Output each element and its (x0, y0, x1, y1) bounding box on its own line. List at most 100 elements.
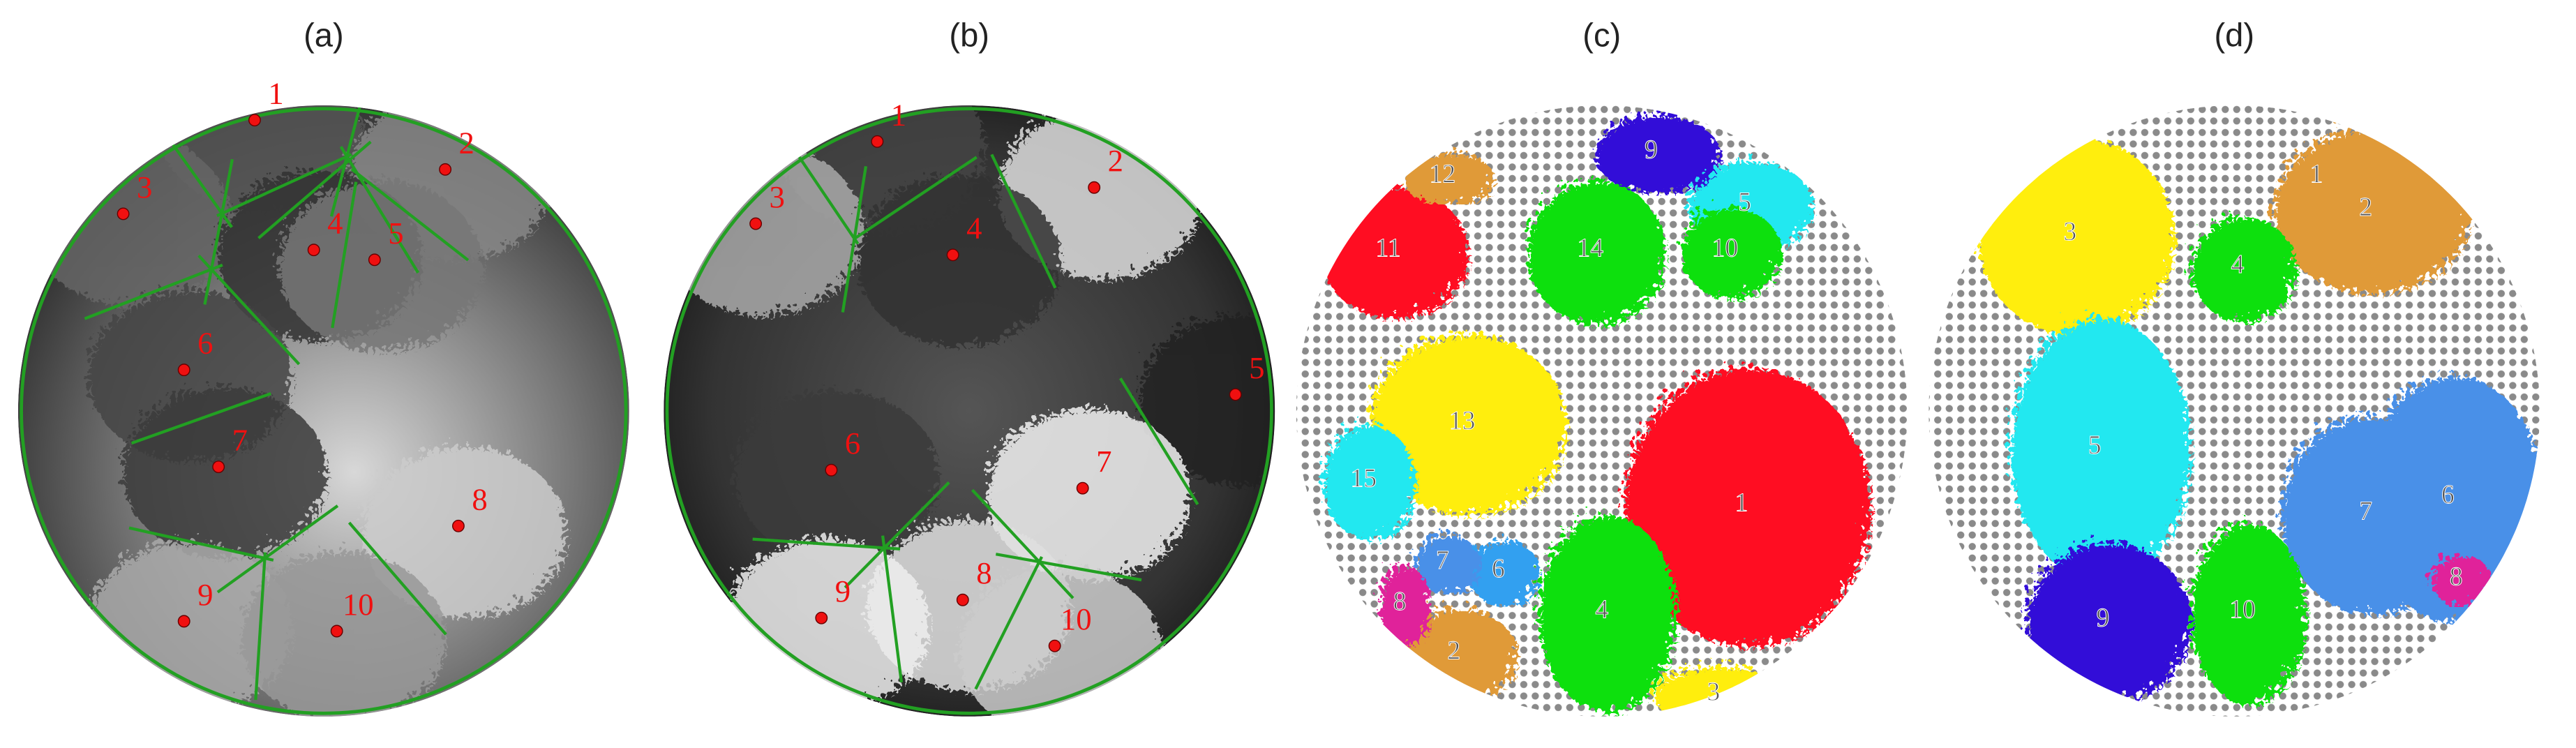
cluster-label: 13 (1449, 406, 1476, 435)
boundary (130, 392, 271, 445)
region-label: 7 (1096, 444, 1111, 479)
cluster (1588, 108, 1714, 188)
cluster-label: 2 (1447, 636, 1460, 666)
boundary (216, 153, 352, 218)
region-seed (1048, 639, 1061, 652)
cluster-label: 3 (2063, 217, 2076, 246)
cluster-label: 11 (1375, 234, 1400, 263)
region-seed (177, 364, 190, 377)
boundary (347, 521, 447, 636)
region-seed (956, 593, 969, 606)
boundary (216, 504, 339, 594)
boundary (84, 263, 223, 320)
cluster (1363, 329, 1561, 510)
region-label: 5 (388, 216, 403, 250)
cluster (1462, 534, 1535, 600)
boundary (128, 526, 274, 562)
boundary (1118, 377, 1199, 505)
region-seed (212, 461, 225, 473)
region-seed (1076, 481, 1089, 495)
region-label: 4 (327, 206, 343, 241)
panel-title: (b) (949, 16, 989, 53)
cluster (1675, 200, 1774, 293)
cluster (2004, 312, 2185, 576)
boundary (971, 488, 1074, 599)
region-seed (825, 463, 838, 477)
cluster-label: 3 (1707, 677, 1720, 706)
cluster (2021, 537, 2185, 696)
region-seed (871, 135, 884, 148)
region-label: 1 (891, 97, 906, 132)
cluster-label: 7 (2359, 496, 2372, 525)
cluster (1521, 174, 1660, 320)
region-seed (368, 253, 381, 267)
cluster (2185, 518, 2300, 699)
cluster-label: 9 (2096, 603, 2109, 632)
panel-title: (c) (1582, 16, 1621, 53)
cluster (1317, 419, 1410, 534)
cluster (2426, 548, 2486, 602)
boundary (990, 154, 1057, 289)
cluster-label: 4 (1595, 595, 1608, 624)
region-label: 8 (472, 481, 487, 516)
region-seed (307, 244, 320, 257)
region-seed (749, 217, 763, 230)
cluster-label: 5 (2088, 431, 2102, 460)
image (17, 105, 629, 717)
region-label: 9 (197, 577, 213, 612)
image-panel: 1 2 3 4 5 6 7 8 9 10 (664, 97, 1275, 717)
region-seed (946, 248, 959, 262)
points (1929, 105, 2540, 717)
cluster (1618, 361, 1865, 641)
region-label: 1 (268, 76, 283, 111)
cluster-label: 4 (2231, 250, 2245, 279)
region-seed (117, 207, 130, 220)
image-panel: 1 2 3 4 5 6 7 8 9 10 (17, 76, 629, 717)
region-label: 3 (137, 170, 152, 204)
region-seed (451, 519, 465, 532)
cluster-label: 6 (1492, 554, 1505, 583)
region-seed (1088, 181, 1101, 194)
region-label: 6 (197, 326, 213, 361)
cluster (1409, 529, 1476, 589)
boundary (844, 481, 950, 589)
boundary (665, 107, 1273, 715)
cluster (2185, 210, 2291, 316)
boundary (339, 146, 420, 274)
boundary (881, 535, 904, 683)
cluster-label: 15 (1350, 463, 1377, 493)
cluster-label: 12 (1430, 160, 1456, 189)
cluster-label: 5 (1738, 188, 1751, 217)
cluster (1373, 560, 1426, 640)
cluster-label: 1 (1735, 488, 1748, 518)
cluster (2275, 410, 2457, 608)
boundary (974, 556, 1044, 690)
region-label: 7 (232, 422, 248, 457)
boundary (853, 156, 978, 241)
boundary (197, 254, 301, 366)
boundary (257, 140, 372, 239)
boundary (203, 158, 234, 305)
region-label: 10 (343, 587, 374, 622)
region-seed (177, 615, 190, 628)
boundary (752, 537, 901, 551)
region-seed (248, 114, 261, 127)
cluster-label: 8 (1393, 587, 1407, 616)
boundary (350, 167, 470, 262)
points (1296, 105, 1908, 717)
cluster (1532, 509, 1671, 707)
boundary (329, 105, 370, 217)
cluster-label: 8 (2450, 562, 2463, 592)
cluster-label: 14 (1577, 234, 1603, 263)
region-label: 10 (1061, 601, 1092, 636)
cluster-label: 10 (2229, 595, 2256, 624)
boundary (995, 553, 1142, 582)
region-label: 9 (835, 574, 851, 608)
panel-title: (a) (304, 16, 344, 53)
cluster-panel: 1 2 3 4 5 6 7 8 9 10 (1929, 105, 2540, 717)
boundary (20, 107, 628, 715)
region-seed (439, 163, 452, 176)
region-seed (1229, 388, 1242, 401)
